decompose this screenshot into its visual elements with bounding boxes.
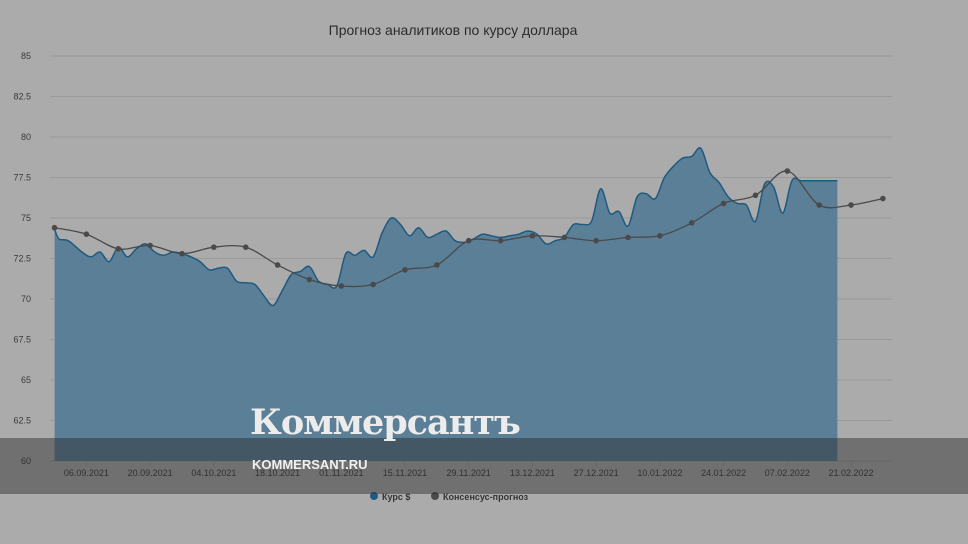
series-consensus-point (497, 237, 504, 244)
series-consensus-point (274, 262, 281, 268)
series-consensus-point (848, 202, 854, 208)
y-tick-label: 85 (21, 51, 31, 61)
series-consensus-point (880, 195, 886, 202)
series-consensus-point (402, 267, 408, 273)
legend: Курс $ Консенсус-прогноз (370, 492, 529, 502)
legend-label-consensus[interactable]: Консенсус-прогноз (443, 492, 529, 502)
series-consensus-point (657, 233, 663, 239)
x-tick-label: 13.12.2021 (510, 468, 555, 478)
series-consensus-point (561, 234, 568, 241)
series-consensus-point (434, 262, 440, 268)
series-consensus-point (179, 250, 185, 257)
y-axis-ticks: 60 62.5 65 67.5 70 72.5 75 77.5 80 82.5 85 (13, 51, 31, 466)
series-consensus-point (529, 233, 536, 239)
x-tick-label: 06.09.2021 (64, 468, 109, 478)
y-tick-label: 60 (21, 456, 31, 466)
series-consensus-point (720, 200, 727, 207)
series-consensus-point (51, 224, 58, 231)
series-consensus-point (147, 242, 153, 249)
series-consensus-point (784, 168, 791, 174)
x-axis-ticks: 06.09.2021 20.09.2021 04.10.2021 18.10.2021… (64, 461, 874, 478)
y-tick-label: 62.5 (13, 416, 31, 426)
y-tick-label: 77.5 (13, 173, 31, 183)
x-tick-label: 18.10.2021 (255, 468, 300, 478)
series-kurs-area (54, 147, 838, 461)
x-tick-label: 27.12.2021 (574, 468, 619, 478)
x-tick-label: 21.02.2022 (829, 468, 874, 478)
y-tick-label: 75 (21, 213, 31, 223)
series-consensus-point (306, 276, 313, 283)
y-tick-label: 82.5 (13, 92, 31, 102)
x-tick-label: 07.02.2022 (765, 468, 810, 478)
legend-label-kurs[interactable]: Курс $ (382, 492, 410, 502)
x-tick-label: 01.11.2021 (319, 468, 363, 478)
series-consensus-point (625, 234, 631, 241)
series-consensus-point (370, 281, 376, 288)
legend-marker-kurs (370, 492, 378, 500)
series-consensus-point (752, 192, 759, 199)
legend-marker-consensus (431, 492, 439, 500)
x-tick-label: 29.11.2021 (447, 468, 491, 478)
kommersant-site: KOMMERSANT.RU (252, 457, 368, 472)
x-tick-label: 10.01.2022 (637, 468, 682, 478)
series-consensus-point (242, 244, 249, 250)
x-tick-label: 04.10.2021 (191, 468, 236, 478)
series-line-layer (51, 168, 886, 289)
y-tick-label: 67.5 (13, 335, 31, 345)
series-consensus-point (816, 202, 822, 208)
x-tick-label: 24.01.2022 (701, 468, 746, 478)
x-tick-label: 20.09.2021 (128, 468, 173, 478)
series-consensus-point (338, 283, 345, 289)
series-consensus-point (211, 244, 217, 250)
kommersant-logo: Коммерсантъ (250, 402, 521, 443)
y-tick-label: 72.5 (13, 254, 31, 264)
y-tick-label: 65 (21, 375, 31, 385)
y-tick-label: 70 (21, 294, 31, 304)
x-tick-label: 15.11.2021 (383, 468, 427, 478)
series-consensus-point (593, 237, 599, 244)
series-consensus-point (688, 220, 695, 226)
series-consensus-point (115, 245, 122, 252)
series-consensus-point (83, 231, 90, 237)
y-tick-label: 80 (21, 132, 31, 142)
watermark-band (0, 438, 968, 494)
series-consensus-point (465, 237, 472, 244)
chart-title: Прогноз аналитиков по курсу доллара (329, 22, 578, 38)
